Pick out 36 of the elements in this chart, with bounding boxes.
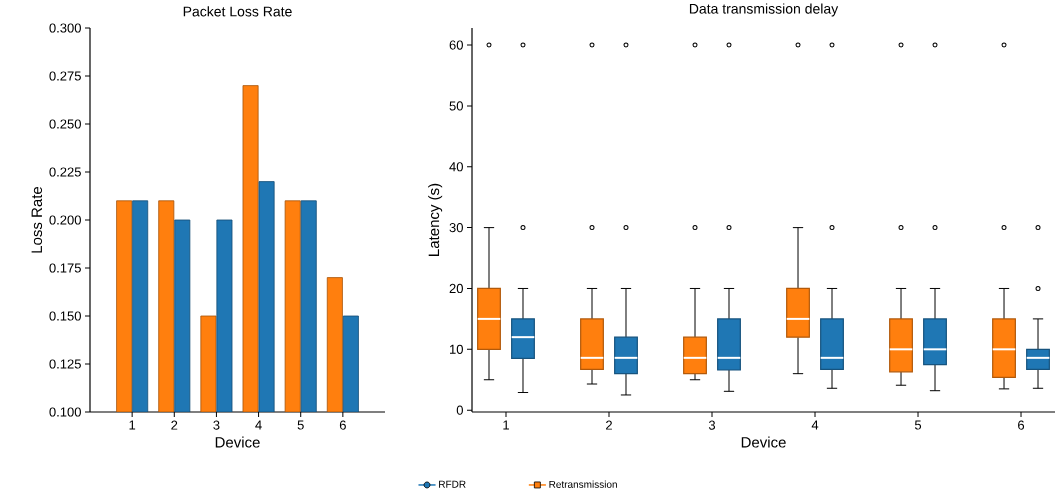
chart-title: Data transmission delay [689, 3, 839, 17]
y-tick-label: 0.200 [49, 215, 81, 225]
x-tick-label: 3 [213, 420, 220, 430]
x-tick-label: 5 [297, 420, 304, 430]
y-axis-title: Loss Rate [31, 186, 43, 253]
x-tick-label: 5 [914, 420, 922, 430]
y-tick-label: 10 [450, 344, 463, 354]
x-tick-label: 6 [339, 420, 346, 430]
y-tick-label: 50 [449, 101, 463, 111]
y-tick-label: 0.225 [49, 167, 81, 177]
y-tick-label: 60 [449, 40, 463, 50]
legend-label: RFDR [439, 480, 466, 488]
chart-title: Packet Loss Rate [183, 6, 292, 17]
y-tick-label: 0.100 [49, 407, 81, 417]
y-tick-label: 0.275 [49, 71, 81, 81]
x-tick-label: 4 [255, 420, 262, 430]
x-tick-label: 2 [606, 420, 612, 430]
y-tick-label: 0.150 [49, 311, 81, 321]
x-axis-title: Device [741, 436, 786, 448]
x-tick-label: 1 [503, 420, 509, 430]
x-tick-label: 3 [708, 420, 716, 430]
legend-label: Retransmission [549, 480, 617, 488]
y-tick-label: 0.250 [49, 119, 81, 129]
y-tick-label: 40 [449, 162, 463, 172]
y-tick-label: 0 [456, 405, 463, 415]
y-tick-label: 0.125 [49, 359, 81, 369]
x-tick-label: 6 [1018, 420, 1025, 430]
y-axis-title: Latency (s) [428, 183, 443, 256]
y-tick-label: 20 [449, 283, 463, 294]
y-tick-label: 0.175 [49, 263, 81, 273]
x-axis-title: Device [215, 436, 260, 448]
y-tick-label: 0.300 [49, 23, 81, 33]
x-tick-label: 2 [171, 420, 178, 430]
y-tick-label: 30 [449, 223, 463, 233]
x-tick-label: 1 [129, 420, 136, 430]
x-tick-label: 4 [811, 420, 819, 430]
